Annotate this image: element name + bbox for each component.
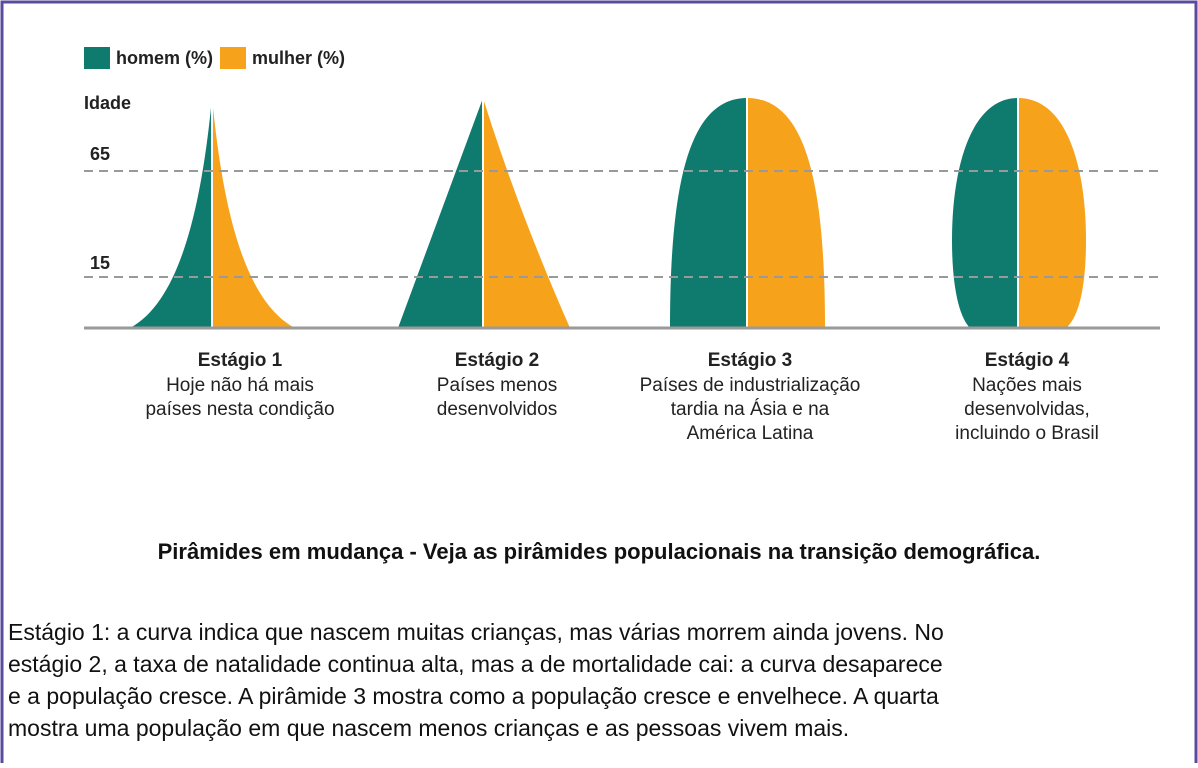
pyramid-male xyxy=(670,98,747,328)
pyramid-female xyxy=(212,98,295,328)
pyramid-male xyxy=(398,98,483,328)
paragraph-line: mostra uma população em que nascem menos… xyxy=(8,715,849,741)
stage-description: América Latina xyxy=(687,423,814,444)
paragraph-line: e a população cresce. A pirâmide 3 mostr… xyxy=(8,683,939,709)
stage-description: desenvolvidas, xyxy=(964,399,1090,420)
legend-male: homem (%) xyxy=(116,48,213,68)
pyramid-male xyxy=(952,98,1018,328)
stage-title: Estágio 1 xyxy=(198,350,283,371)
stage-description: Nações mais xyxy=(972,375,1082,396)
paragraph-line: estágio 2, a taxa de natalidade continua… xyxy=(8,651,943,677)
stage-description: Países de industrialização xyxy=(640,375,861,396)
stage-title: Estágio 2 xyxy=(455,350,539,371)
stage-title: Estágio 3 xyxy=(708,350,792,371)
stage-labels: Estágio 1 Hoje não há mais países nesta co… xyxy=(145,350,1098,444)
legend-female: mulher (%) xyxy=(252,48,345,68)
legend-swatch-female xyxy=(220,47,246,69)
stage-title: Estágio 4 xyxy=(985,350,1070,371)
axis-label: Idade xyxy=(84,93,131,113)
pyramids xyxy=(130,98,1086,328)
pyramid-female xyxy=(483,98,570,328)
stage-description: desenvolvidos xyxy=(437,399,557,420)
legend-swatch-male xyxy=(84,47,110,69)
age-mark: 65 xyxy=(90,144,110,164)
pyramid-female xyxy=(1018,98,1086,328)
pyramid-male xyxy=(130,98,212,328)
stage-description: tardia na Ásia e na xyxy=(671,399,830,420)
caption: Pirâmides em mudança - Veja as pirâmides… xyxy=(158,539,1041,564)
age-mark: 15 xyxy=(90,253,110,273)
stage-description: Países menos xyxy=(437,375,557,396)
pyramid-female xyxy=(747,98,825,328)
stage-description: países nesta condição xyxy=(145,399,334,420)
stage-description: Hoje não há mais xyxy=(166,375,314,396)
paragraph: Estágio 1: a curva indica que nascem mui… xyxy=(8,619,944,741)
paragraph-line: Estágio 1: a curva indica que nascem mui… xyxy=(8,619,944,645)
stage-description: incluindo o Brasil xyxy=(955,423,1099,444)
